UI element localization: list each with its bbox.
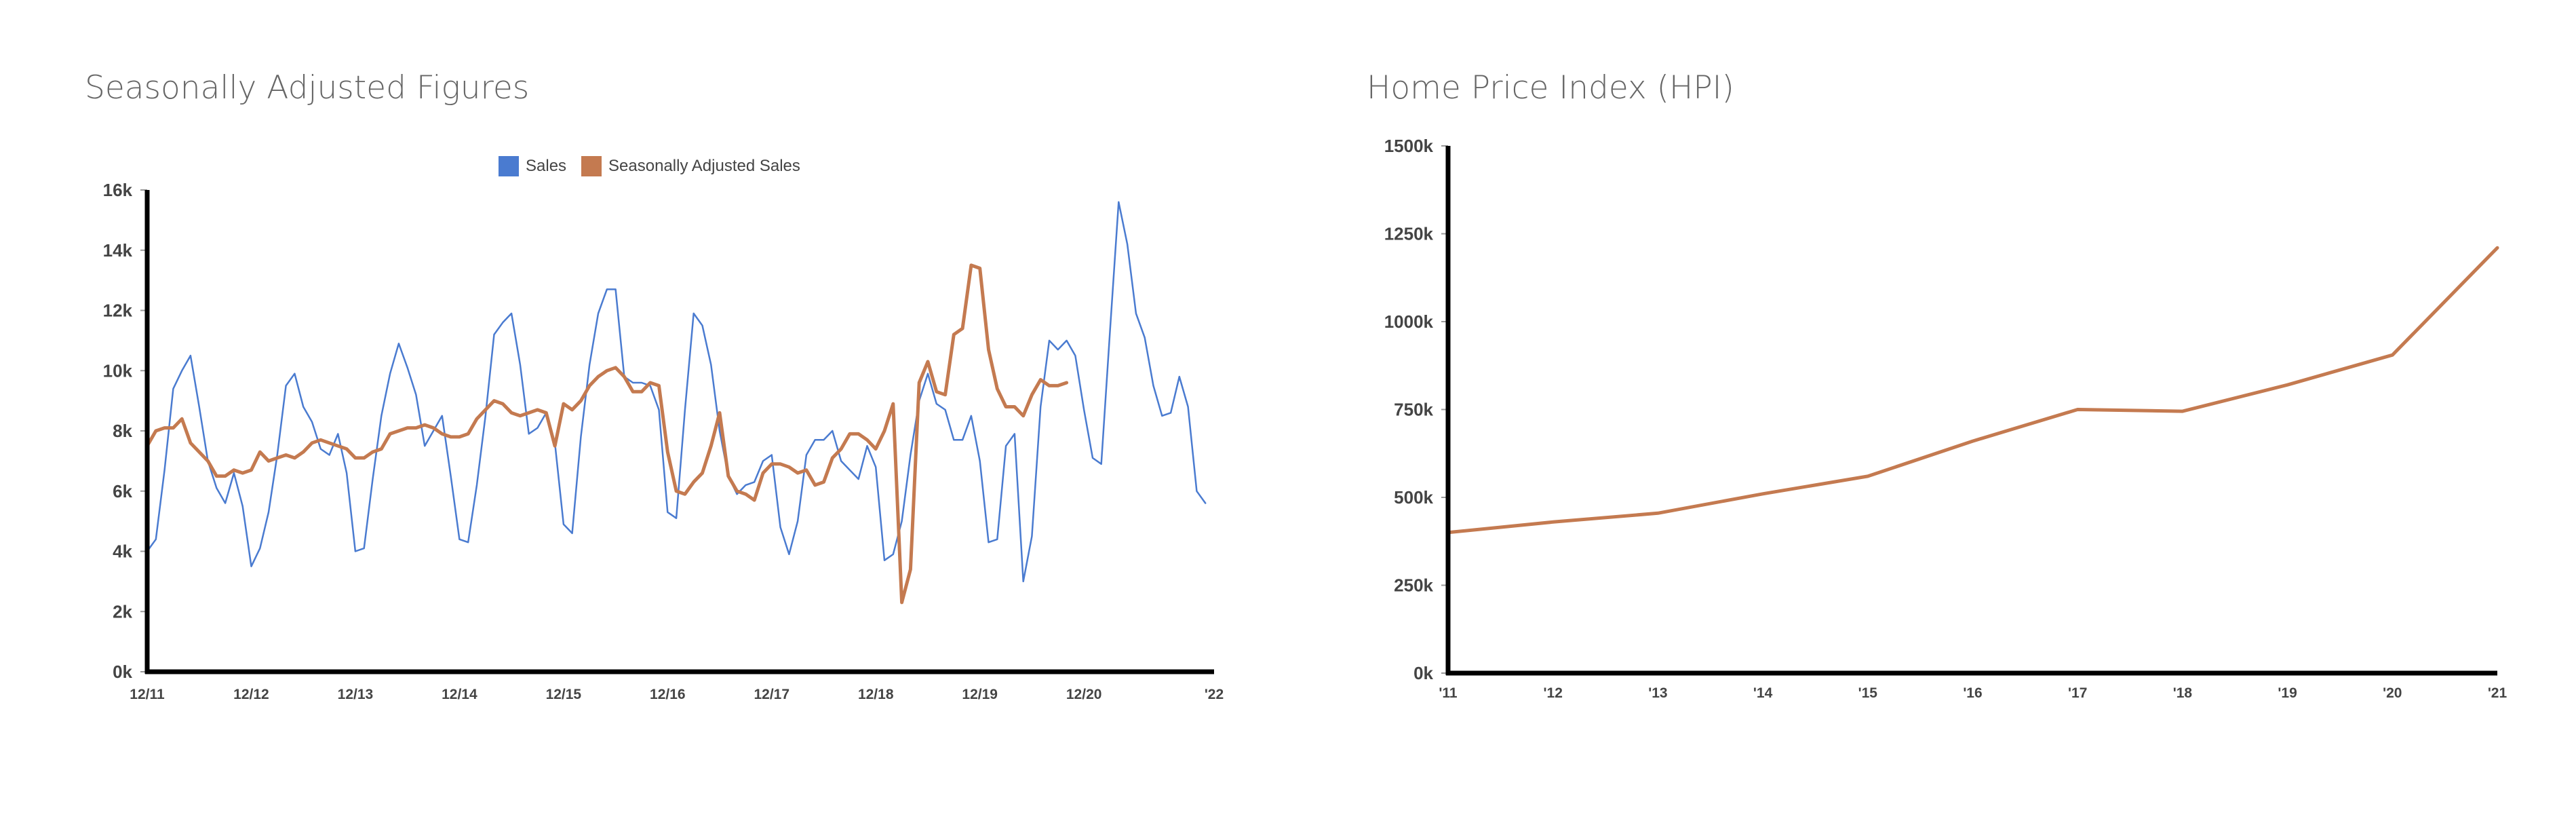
- x-tick-label: '12: [1544, 685, 1563, 701]
- x-tick-label: 12/12: [233, 687, 269, 702]
- x-tick-label: '20: [2383, 685, 2402, 701]
- hpi-chart-panel: Home Price Index (HPI) 0k 250k 500k 750k 100…: [1289, 0, 2576, 819]
- x-tick-label: '22: [1205, 687, 1224, 702]
- y-tick-label: 6k: [113, 481, 132, 501]
- x-tick-label: 12/18: [858, 687, 894, 702]
- hpi-series-line: [1448, 248, 2497, 533]
- x-tick-label: '21: [2488, 685, 2507, 701]
- seasonally-adjusted-chart-panel: Seasonally Adjusted Figures Sales Season…: [0, 0, 1289, 819]
- y-tick-label: 14k: [103, 240, 133, 261]
- x-tick-label: '15: [1858, 685, 1878, 701]
- seasonally-adjusted-plot: 0k 2k 4k 6k 8k 10k 12k 14k 16k 12/11 12/12 12/13 12/…: [0, 0, 1289, 819]
- x-tick-label: 12/17: [754, 687, 789, 702]
- x-tick-label: 12/13: [338, 687, 374, 702]
- seasonally-adjusted-series-line: [147, 265, 1067, 603]
- y-tick-label: 1250k: [1384, 224, 1434, 244]
- x-tick-label: '13: [1648, 685, 1667, 701]
- y-tick-label: 250k: [1394, 575, 1433, 596]
- x-tick-label: 12/16: [650, 687, 686, 702]
- y-tick-label: 1500k: [1384, 136, 1434, 156]
- y-tick-label: 4k: [113, 541, 132, 562]
- sales-series-line: [147, 202, 1205, 582]
- y-tick-label: 10k: [103, 360, 133, 381]
- y-tick-label: 8k: [113, 421, 132, 441]
- x-tick-label: 12/19: [962, 687, 998, 702]
- y-tick-label: 1000k: [1384, 311, 1434, 332]
- y-tick-label: 0k: [113, 662, 132, 682]
- x-tick-label: 12/14: [442, 687, 477, 702]
- x-tick-label: 12/15: [546, 687, 582, 702]
- x-tick-label: '16: [1963, 685, 1982, 701]
- x-tick-label: 12/20: [1066, 687, 1102, 702]
- y-tick-label: 0k: [1413, 663, 1433, 683]
- x-tick-label: '18: [2173, 685, 2193, 701]
- x-tick-label: '14: [1753, 685, 1773, 701]
- x-tick-label: '11: [1439, 685, 1458, 701]
- y-tick-label: 16k: [103, 180, 133, 200]
- y-tick-label: 2k: [113, 601, 132, 622]
- x-tick-label: '17: [2068, 685, 2087, 701]
- hpi-plot: 0k 250k 500k 750k 1000k 1250k 1500k '11 '12 '13 '1…: [1289, 0, 2576, 819]
- x-tick-label: 12/11: [130, 687, 165, 702]
- y-tick-label: 750k: [1394, 400, 1433, 420]
- y-tick-label: 500k: [1394, 487, 1433, 508]
- x-tick-label: '19: [2278, 685, 2297, 701]
- y-tick-label: 12k: [103, 301, 133, 321]
